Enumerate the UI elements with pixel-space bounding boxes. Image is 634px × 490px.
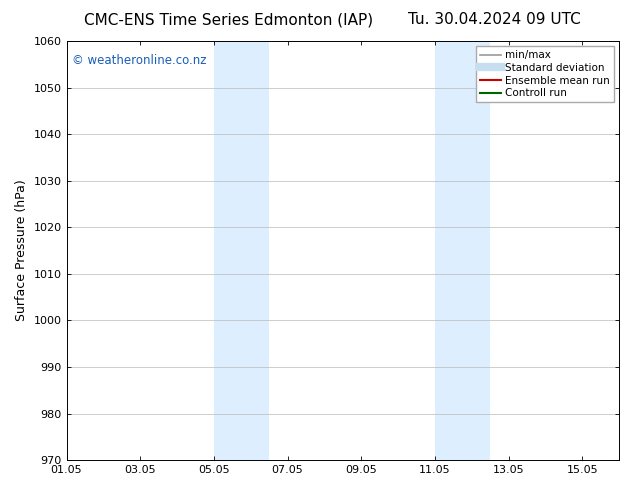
- Bar: [214, 41, 269, 460]
- Text: © weatheronline.co.nz: © weatheronline.co.nz: [72, 53, 207, 67]
- Text: CMC-ENS Time Series Edmonton (IAP): CMC-ENS Time Series Edmonton (IAP): [84, 12, 373, 27]
- Bar: [435, 41, 490, 460]
- Text: Tu. 30.04.2024 09 UTC: Tu. 30.04.2024 09 UTC: [408, 12, 581, 27]
- Y-axis label: Surface Pressure (hPa): Surface Pressure (hPa): [15, 180, 28, 321]
